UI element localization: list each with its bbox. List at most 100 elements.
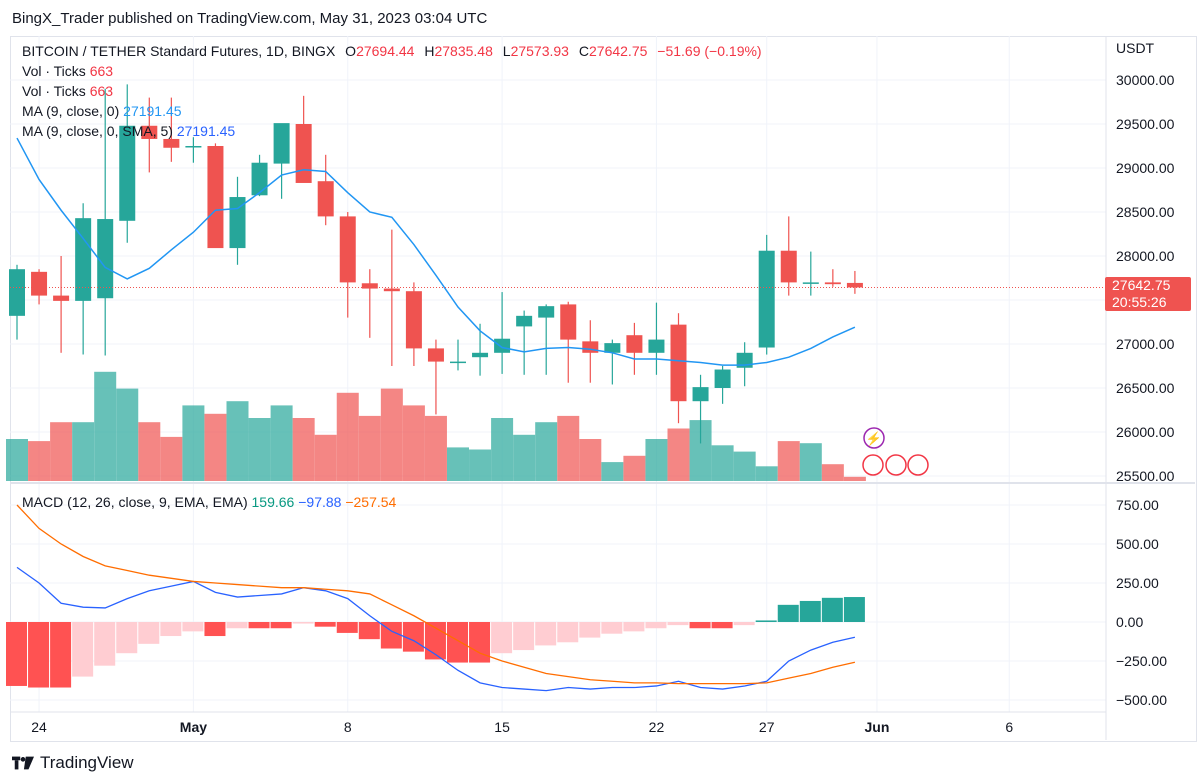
macd-histogram-bar <box>601 622 623 634</box>
time-tick-label: 24 <box>31 719 47 735</box>
macd-histogram-bar <box>6 622 27 686</box>
candle-body <box>229 197 246 249</box>
macd-histogram-bar <box>535 622 557 646</box>
macd-histogram-bar <box>447 622 468 663</box>
symbol-legend[interactable]: BITCOIN / TETHER Standard Futures, 1D, B… <box>22 43 762 59</box>
volume-bar <box>358 415 381 481</box>
candle-body <box>560 304 577 340</box>
volume-bar <box>689 420 712 481</box>
volume-bar <box>204 413 227 481</box>
volume-bar <box>601 462 624 481</box>
candle-body <box>538 306 555 318</box>
macd-line <box>16 566 856 692</box>
macd-histogram-bar <box>557 622 579 643</box>
time-tick-label: May <box>180 719 207 735</box>
macd-tick-label: 0.00 <box>1116 614 1143 630</box>
macd-histogram-bar <box>513 622 535 651</box>
macd-histogram-bar <box>28 622 50 688</box>
ma-legend-2[interactable]: MA (9, close, 0, SMA, 5) 27191.45 <box>22 123 235 139</box>
macd-histogram <box>6 597 865 688</box>
macd-line-value: −97.88 <box>298 494 342 510</box>
time-tick-label: 6 <box>1005 719 1013 735</box>
macd-histogram-bar <box>799 600 821 622</box>
volume-bar <box>777 441 800 481</box>
price-tick-label: 28500.00 <box>1116 204 1175 220</box>
price-tick-label: 28000.00 <box>1116 248 1175 264</box>
volume-bar <box>28 441 51 481</box>
volume-bar <box>6 439 28 481</box>
macd-histogram-bar <box>72 622 94 677</box>
macd-histogram-bar <box>469 622 491 663</box>
candle-body <box>472 352 489 358</box>
volume-bar <box>491 418 514 481</box>
macd-signal-value: −257.54 <box>345 494 397 510</box>
macd-tick-label: 250.00 <box>1116 575 1159 591</box>
volume-bar <box>667 428 690 481</box>
candle-body <box>802 282 819 284</box>
candle-body <box>273 123 290 164</box>
macd-legend[interactable]: MACD (12, 26, close, 9, EMA, EMA) 159.66… <box>22 494 396 510</box>
volume-bar <box>623 455 646 481</box>
price-tick-label: 25500.00 <box>1116 468 1175 484</box>
candle-body <box>780 250 797 283</box>
ohlc-close-label: C <box>578 43 589 59</box>
publisher-line: BingX_Trader published on TradingView.co… <box>12 10 488 27</box>
macd-histogram-bar <box>579 622 601 638</box>
volume-bar <box>138 422 161 481</box>
chart-frame <box>10 36 1197 742</box>
candle-body <box>450 361 466 364</box>
candle-body <box>75 218 92 301</box>
candle-body <box>405 291 422 349</box>
volume-bar <box>292 418 315 481</box>
tradingview-logo[interactable]: TradingView <box>12 753 134 773</box>
price-tick-label: 27000.00 <box>1116 336 1175 352</box>
vol-value: 663 <box>89 83 114 99</box>
vol-legend-1[interactable]: Vol · Ticks 663 <box>22 63 113 79</box>
macd-histogram-bar <box>380 622 402 649</box>
price-tick-label: 29500.00 <box>1116 116 1175 132</box>
volume-bar <box>72 422 95 481</box>
macd-tick-label: 500.00 <box>1116 536 1159 552</box>
us-flag-icon <box>907 454 929 476</box>
macd-histogram-bar <box>689 622 711 629</box>
macd-axis-ticks: 750.00 500.00 250.00 0.00 −250.00 −500.00 <box>1116 497 1167 708</box>
volume-bar <box>579 439 602 481</box>
macd-tick-label: 750.00 <box>1116 497 1159 513</box>
ohlc-high: 27835.48 <box>434 43 493 59</box>
volume-bar <box>755 466 778 481</box>
vol-value: 663 <box>89 63 114 79</box>
volume-bar <box>535 422 558 481</box>
volume-bar <box>424 415 447 481</box>
volume-bar <box>557 415 580 481</box>
volume-bar <box>314 434 337 481</box>
volume-bar <box>226 401 249 481</box>
volume-bar <box>447 447 469 481</box>
macd-histogram-bar <box>777 604 799 622</box>
tradingview-logo-icon <box>12 756 34 770</box>
volume-bar <box>116 388 139 481</box>
candle-body <box>163 138 180 148</box>
ma-value: 27191.45 <box>176 123 236 139</box>
ohlc-open-label: O <box>345 43 357 59</box>
volume-bar <box>160 436 183 481</box>
volume-bar <box>733 451 756 481</box>
time-tick-label: Jun <box>865 719 890 735</box>
vol-legend-2[interactable]: Vol · Ticks 663 <box>22 83 113 99</box>
time-tick-label: 22 <box>649 719 665 735</box>
time-tick-label: 15 <box>494 719 510 735</box>
current-price: 27642.75 <box>1112 277 1171 293</box>
time-tick-label: 27 <box>759 719 775 735</box>
ma-legend-1[interactable]: MA (9, close, 0) 27191.45 <box>22 103 182 119</box>
volume-bar <box>711 445 734 481</box>
macd-label: MACD (12, 26, close, 9, EMA, EMA) <box>22 494 248 510</box>
candle-body <box>516 315 533 327</box>
volume-bar <box>380 388 403 481</box>
currency-label[interactable]: USDT <box>1116 40 1155 56</box>
candle-body <box>185 146 202 148</box>
ma-value: 27191.45 <box>123 103 182 119</box>
ma-line <box>16 137 856 366</box>
candle-body <box>648 339 665 353</box>
candle-body <box>714 369 731 388</box>
candle-body <box>53 295 70 301</box>
